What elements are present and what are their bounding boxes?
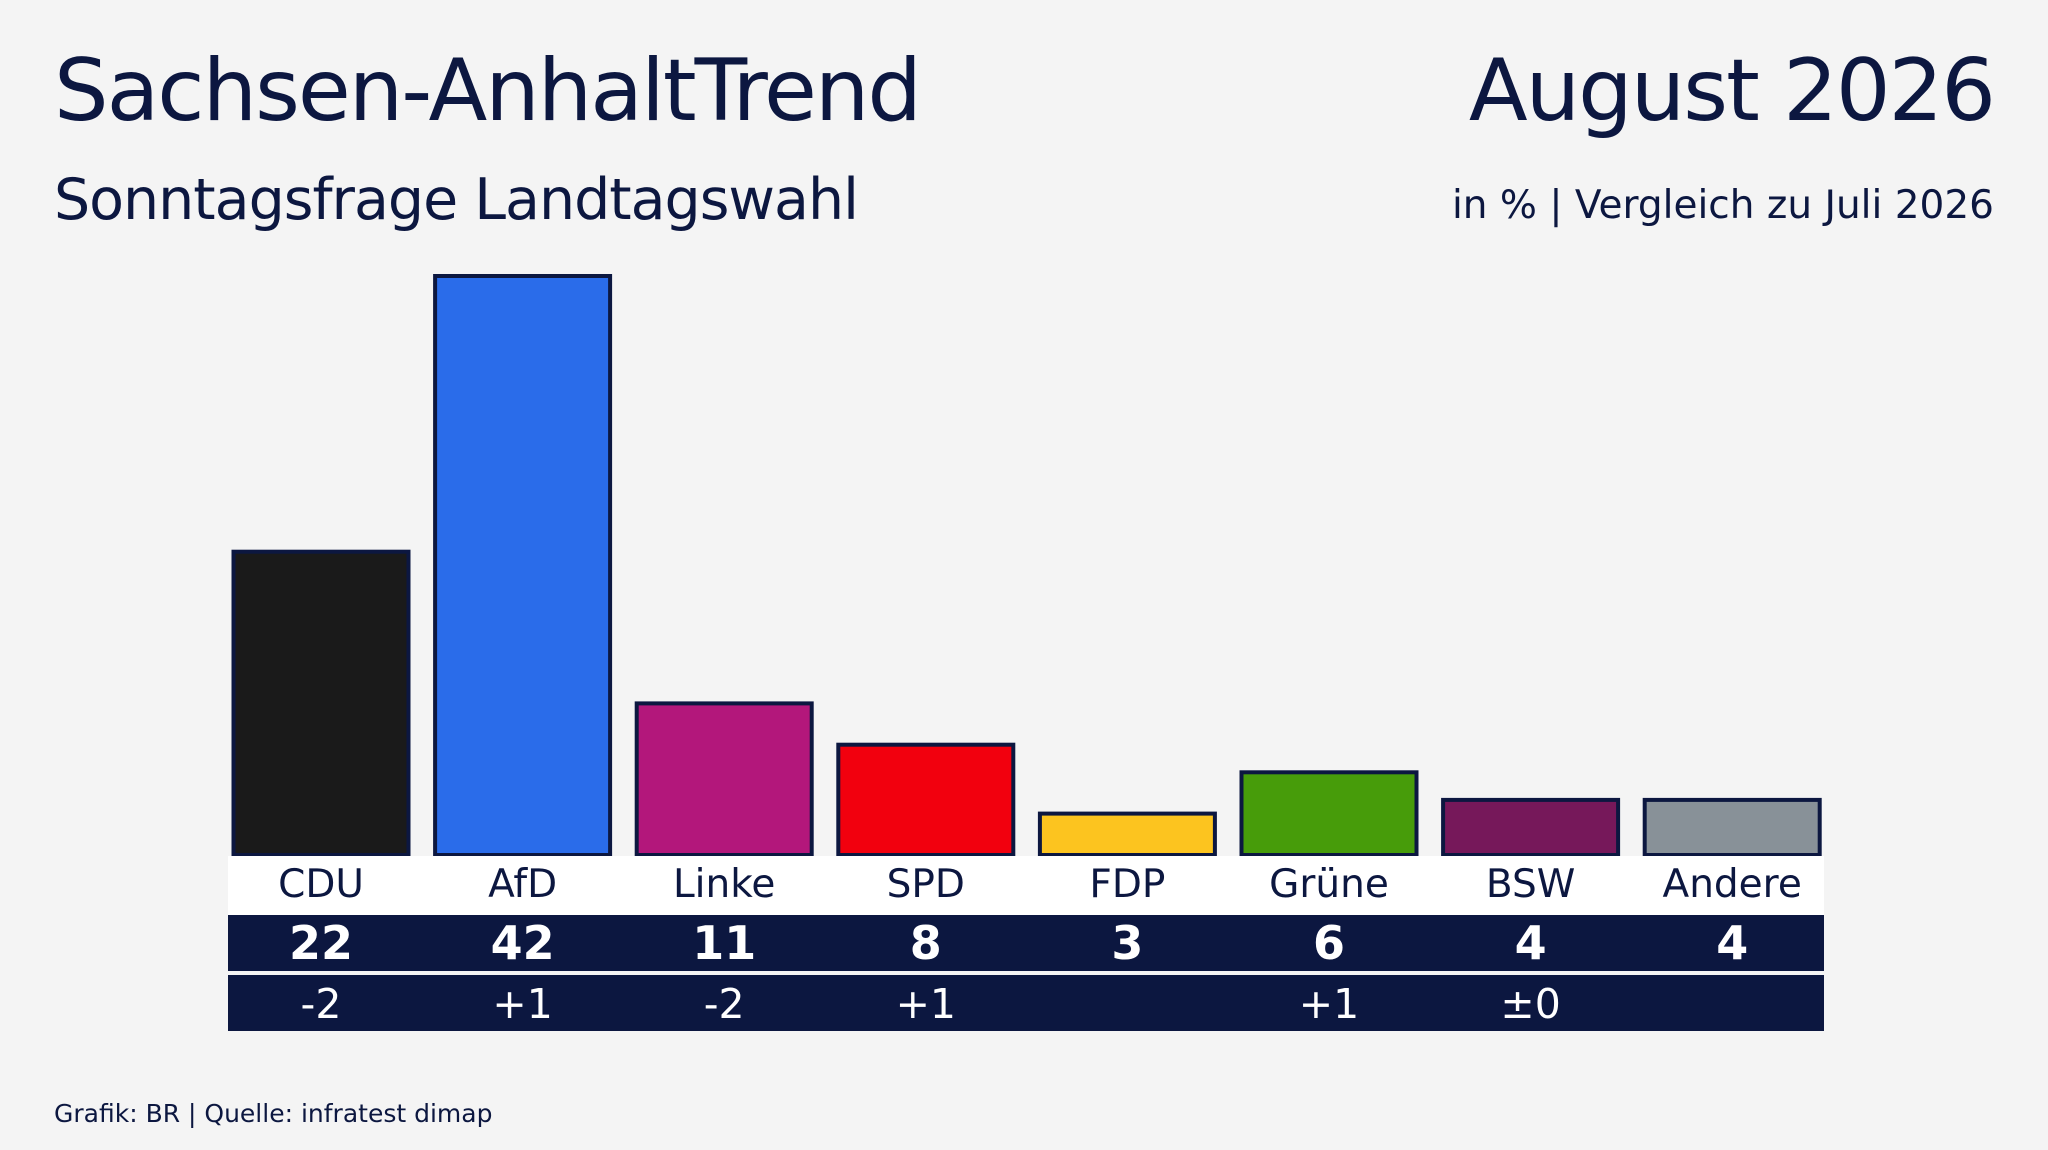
- value-label: 4: [1515, 916, 1547, 970]
- bar-fdp: [1037, 811, 1217, 857]
- change-label: -2: [704, 980, 745, 1028]
- bar-cdu: [231, 549, 411, 857]
- chart-title: Sachsen-AnhaltTrend: [54, 41, 922, 141]
- value-label: 8: [910, 916, 942, 970]
- category-label: Grüne: [1269, 862, 1389, 907]
- unit-note: in % | Vergleich zu Juli 2026: [1451, 183, 1994, 228]
- source-credit: Grafik: BR | Quelle: infratest dimap: [54, 1099, 493, 1128]
- change-label: ±0: [1500, 980, 1560, 1028]
- value-label: 11: [692, 916, 756, 970]
- change-label: +1: [1299, 980, 1359, 1028]
- value-label: 42: [491, 916, 555, 970]
- category-label: Andere: [1663, 862, 1802, 907]
- value-label: 3: [1111, 916, 1143, 970]
- category-label: FDP: [1089, 862, 1165, 907]
- bar-andere: [1642, 797, 1822, 858]
- change-label: +1: [896, 980, 956, 1028]
- bar-bsw: [1441, 797, 1621, 858]
- bar-afd: [433, 274, 613, 857]
- value-label: 6: [1313, 916, 1345, 970]
- chart-subtitle: Sonntagsfrage Landtagswahl: [54, 167, 859, 233]
- change-row-background: [228, 975, 1824, 1031]
- category-label: AfD: [488, 862, 557, 907]
- labels-group: CDU 22 -2 AfD 42 +1 Linke 11 -2 SPD 8 +1 FDP 3 Grüne 6 +…: [278, 862, 1802, 1028]
- category-label: Linke: [673, 862, 775, 907]
- category-label-strip: [228, 856, 1824, 915]
- survey-date: August 2026: [1468, 41, 1996, 141]
- value-label: 4: [1716, 916, 1748, 970]
- bar-grüne: [1239, 770, 1419, 857]
- bar-spd: [836, 742, 1016, 858]
- bar-linke: [634, 701, 814, 858]
- change-label: +1: [492, 980, 552, 1028]
- value-row-background: [228, 915, 1824, 971]
- change-label: -2: [301, 980, 342, 1028]
- category-label: BSW: [1486, 862, 1575, 907]
- bars-group: [231, 274, 1822, 858]
- category-label: CDU: [278, 862, 364, 907]
- value-label: 22: [289, 916, 353, 970]
- category-label: SPD: [887, 862, 965, 907]
